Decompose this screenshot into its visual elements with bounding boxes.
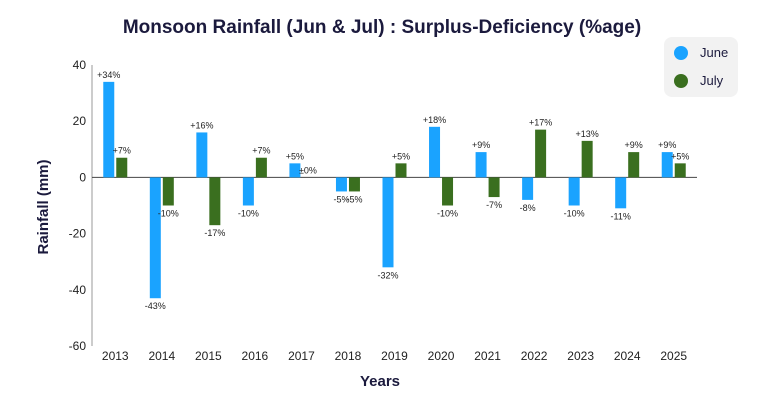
data-label-june: +16%	[190, 120, 213, 130]
data-label-june: +9%	[658, 140, 676, 150]
legend: June July	[664, 37, 738, 97]
x-tick-label: 2022	[521, 349, 548, 363]
legend-item-june[interactable]: June	[674, 45, 728, 60]
bar-june[interactable]	[289, 163, 301, 178]
bar-july[interactable]	[162, 177, 174, 206]
x-tick-label: 2014	[148, 349, 175, 363]
legend-label-july: July	[700, 73, 724, 88]
bar-july[interactable]	[628, 152, 640, 178]
data-label-july: -5%	[346, 194, 362, 204]
bar-june[interactable]	[103, 81, 115, 178]
data-label-july: +5%	[392, 151, 410, 161]
y-axis-title: Rainfall (mm)	[35, 159, 52, 254]
x-tick-label: 2016	[242, 349, 269, 363]
x-tick-label: 2015	[195, 349, 222, 363]
data-label-june: +18%	[423, 115, 446, 125]
legend-label-june: June	[700, 45, 729, 60]
data-label-july: +17%	[529, 118, 552, 128]
data-label-july: -7%	[486, 200, 502, 210]
bar-july[interactable]	[116, 157, 128, 178]
x-tick-label: 2018	[335, 349, 362, 363]
y-tick-label: -40	[69, 283, 87, 297]
data-label-july: +7%	[252, 146, 270, 156]
data-label-june: -10%	[564, 209, 585, 219]
x-tick-label: 2023	[567, 349, 594, 363]
bar-july[interactable]	[442, 177, 454, 206]
legend-swatch-june	[674, 45, 688, 60]
y-tick-label: -60	[69, 339, 87, 353]
x-axis-title: Years	[360, 373, 400, 390]
y-tick-label: 40	[73, 58, 87, 72]
data-label-june: +5%	[286, 151, 304, 161]
bar-june[interactable]	[568, 177, 580, 206]
data-label-june: +9%	[472, 140, 490, 150]
bar-june[interactable]	[242, 177, 254, 206]
data-label-june: -5%	[333, 194, 349, 204]
chart-title: Monsoon Rainfall (Jun & Jul) : Surplus-D…	[123, 17, 641, 38]
x-tick-label: 2020	[428, 349, 455, 363]
x-tick-label: 2013	[102, 349, 129, 363]
axes: 40 20 0 -20 -40 -60 2013 2014 2015 2016 2017 2018 20…	[69, 58, 697, 363]
data-label-june: -11%	[611, 211, 631, 221]
data-label-june: +34%	[97, 70, 120, 80]
bar-june[interactable]	[382, 177, 394, 268]
data-label-july: -10%	[437, 209, 458, 219]
bar-july[interactable]	[348, 177, 360, 192]
data-label-july: +5%	[671, 151, 689, 161]
bar-june[interactable]	[615, 177, 627, 209]
bar-july[interactable]	[674, 163, 686, 178]
data-label-july: +9%	[625, 140, 643, 150]
x-tick-label: 2024	[614, 349, 641, 363]
data-label-july: +7%	[113, 146, 131, 156]
bars	[103, 81, 686, 299]
bar-june[interactable]	[149, 177, 161, 299]
bar-july[interactable]	[535, 129, 547, 178]
bar-june[interactable]	[196, 132, 208, 178]
bar-july[interactable]	[581, 140, 593, 178]
data-label-july: +13%	[576, 129, 599, 139]
bar-june[interactable]	[429, 126, 441, 178]
bar-july[interactable]	[209, 177, 221, 226]
data-label-june: -32%	[377, 270, 398, 280]
legend-item-july[interactable]: July	[674, 73, 723, 88]
bar-june[interactable]	[661, 152, 673, 178]
x-tick-label: 2021	[474, 349, 501, 363]
data-label-july: ±0%	[299, 165, 317, 175]
data-label-june: -10%	[238, 209, 259, 219]
bar-july[interactable]	[255, 157, 267, 178]
bar-june[interactable]	[335, 177, 347, 192]
legend-swatch-july	[674, 73, 688, 88]
data-label-june: -8%	[520, 203, 536, 213]
bar-june[interactable]	[475, 152, 487, 178]
y-tick-label: 0	[79, 170, 86, 184]
x-tick-label: 2019	[381, 349, 408, 363]
y-tick-label: -20	[69, 227, 87, 241]
bar-july[interactable]	[395, 163, 407, 178]
data-labels: +34%+7%-43%-10%+16%-17%-10%+7%+5%±0%-5%-…	[97, 70, 689, 311]
y-tick-label: 20	[73, 114, 87, 128]
data-label-july: -10%	[158, 209, 179, 219]
x-tick-label: 2017	[288, 349, 315, 363]
data-label-july: -17%	[204, 228, 225, 238]
bar-july[interactable]	[488, 177, 500, 198]
bar-june[interactable]	[522, 177, 534, 200]
x-tick-label: 2025	[660, 349, 687, 363]
data-label-june: -43%	[145, 301, 166, 311]
